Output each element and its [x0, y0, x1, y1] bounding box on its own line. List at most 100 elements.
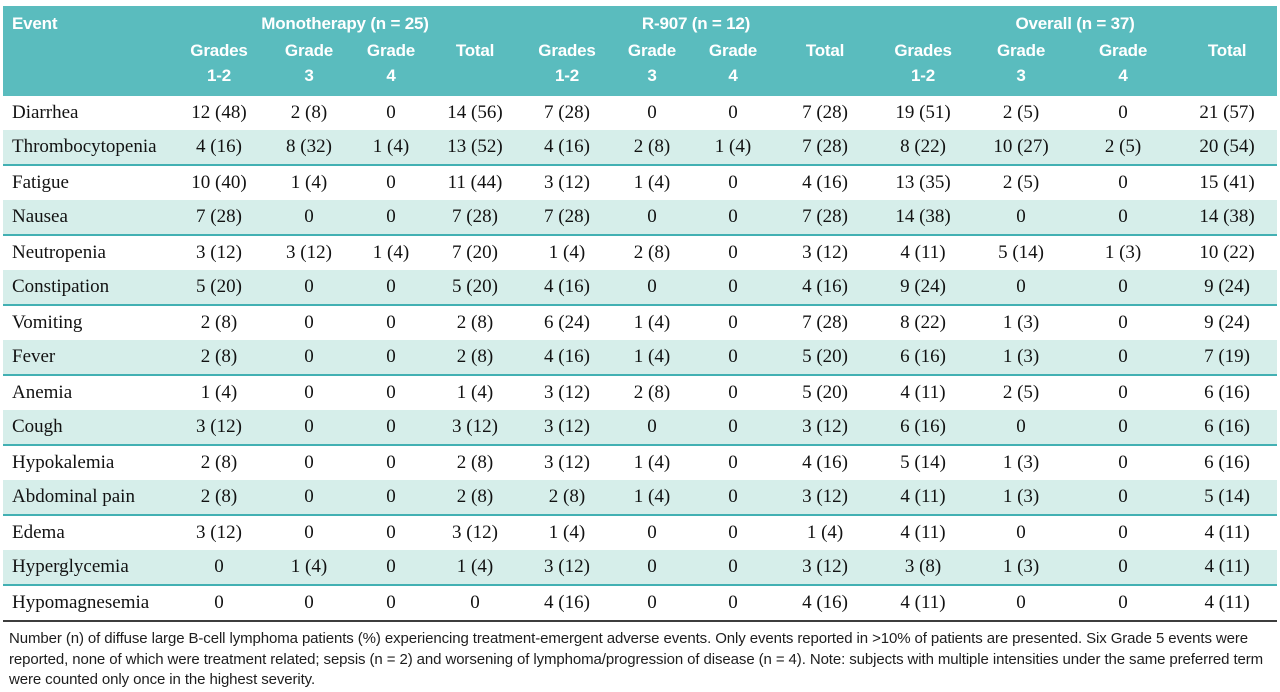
table-row: Thrombocytopenia 4 (16) 8 (32) 1 (4) 13 (52)…: [3, 130, 1278, 166]
value-cell: 3 (12): [171, 410, 267, 446]
column-header-r907-grades12: Grades 1-2: [519, 37, 615, 96]
value-cell: 0: [351, 550, 431, 586]
value-cell: 0: [386, 172, 396, 193]
value-cell: 3 (12): [452, 522, 498, 543]
value-cell: 1 (3): [1002, 452, 1040, 473]
value-cell: 0: [1069, 480, 1178, 516]
group-header-row: Event Monotherapy (n = 25) R-907 (n = 12…: [3, 6, 1278, 96]
value-cell: 0: [351, 585, 431, 622]
value-cell: 1 (4): [351, 130, 431, 166]
event-cell: Constipation: [3, 270, 171, 306]
value-cell: 0: [171, 585, 267, 622]
value-cell: 6 (16): [1204, 382, 1250, 403]
event-column-header: Event: [3, 6, 171, 96]
event-cell: Hyperglycemia: [3, 550, 171, 586]
value-cell: 0: [1069, 585, 1178, 622]
value-cell: 1 (4): [548, 242, 586, 263]
value-cell: 19 (51): [895, 102, 951, 123]
value-cell: 0: [1069, 410, 1178, 446]
group-header-monotherapy: Monotherapy (n = 25): [171, 6, 519, 37]
value-cell: 0: [1118, 382, 1128, 403]
value-cell: 14 (56): [447, 102, 503, 123]
value-cell: 1 (4): [267, 550, 351, 586]
column-header-overall-grade4: Grade 4: [1069, 37, 1178, 96]
value-cell: 0: [615, 585, 689, 622]
value-cell: 0: [728, 312, 738, 333]
value-cell: 0: [386, 382, 396, 403]
value-cell: 0: [689, 550, 777, 586]
value-cell: 0: [351, 270, 431, 306]
event-cell: Cough: [3, 410, 171, 446]
value-cell: 5 (20): [431, 270, 519, 306]
value-cell: 7 (28): [171, 200, 267, 236]
table-row: Anemia 1 (4) 0 0 1 (4) 3 (12) 2 (8) 0 5 (20) 4 (1…: [3, 375, 1277, 410]
value-cell: 0: [431, 585, 519, 622]
value-cell: 0: [689, 200, 777, 236]
value-cell: 0: [689, 480, 777, 516]
value-cell: 7 (28): [802, 312, 848, 333]
value-cell: 4 (11): [900, 382, 946, 403]
value-cell: 0: [351, 340, 431, 376]
value-cell: 1 (4): [456, 382, 494, 403]
value-cell: 2 (8): [633, 242, 671, 263]
value-cell: 1 (3): [1002, 312, 1040, 333]
value-cell: 9 (24): [873, 270, 974, 306]
column-header-r907-grade3: Grade 3: [615, 37, 689, 96]
value-cell: 5 (20): [171, 270, 267, 306]
event-cell: Abdominal pain: [3, 480, 171, 516]
value-cell: 0: [1118, 452, 1128, 473]
event-cell: Hypokalemia: [12, 452, 115, 473]
value-cell: 3 (12): [802, 242, 848, 263]
value-cell: 7 (19): [1177, 340, 1278, 376]
table-row: Neutropenia 3 (12) 3 (12) 1 (4) 7 (20) 1 (4) 2…: [3, 235, 1277, 270]
value-cell: 0: [1069, 270, 1178, 306]
value-cell: 0: [351, 410, 431, 446]
value-cell: 10 (40): [191, 172, 247, 193]
value-cell: 5 (14): [1177, 480, 1278, 516]
value-cell: 0: [351, 200, 431, 236]
value-cell: 7 (28): [544, 102, 590, 123]
table-body: Diarrhea 12 (48) 2 (8) 0 14 (56) 7 (28) 0 0 7 (2…: [3, 96, 1278, 622]
value-cell: 4 (16): [802, 452, 848, 473]
value-cell: 1 (3): [973, 550, 1070, 586]
table-row: Hypokalemia 2 (8) 0 0 2 (8) 3 (12) 1 (4) 0 4 (16…: [3, 445, 1277, 480]
value-cell: 1 (4): [633, 452, 671, 473]
value-cell: 4 (16): [802, 172, 848, 193]
table-row: Constipation 5 (20) 0 0 5 (20) 4 (16) 0 0 4 (16)…: [3, 270, 1278, 306]
value-cell: 3 (12): [286, 242, 332, 263]
value-cell: 0: [304, 522, 314, 543]
value-cell: 4 (16): [519, 340, 615, 376]
value-cell: 0: [615, 410, 689, 446]
value-cell: 4 (16): [519, 585, 615, 622]
table-header: Event Monotherapy (n = 25) R-907 (n = 12…: [3, 6, 1278, 96]
value-cell: 2 (8): [633, 382, 671, 403]
value-cell: 6 (16): [1177, 410, 1278, 446]
value-cell: 2 (8): [456, 312, 494, 333]
value-cell: 0: [386, 522, 396, 543]
group-header-r907: R-907 (n = 12): [519, 6, 874, 37]
value-cell: 5 (20): [802, 382, 848, 403]
value-cell: 1 (3): [1104, 242, 1142, 263]
value-cell: 0: [728, 172, 738, 193]
table-row: Vomiting 2 (8) 0 0 2 (8) 6 (24) 1 (4) 0 7 (28) 8 …: [3, 305, 1277, 340]
value-cell: 0: [647, 522, 657, 543]
value-cell: 9 (24): [1204, 312, 1250, 333]
value-cell: 0: [1118, 172, 1128, 193]
value-cell: 10 (27): [973, 130, 1070, 166]
value-cell: 0: [267, 585, 351, 622]
value-cell: 4 (11): [900, 242, 946, 263]
event-cell: Fever: [3, 340, 171, 376]
column-header-mono-grades12: Grades 1-2: [171, 37, 267, 96]
value-cell: 1 (4): [290, 172, 328, 193]
value-cell: 0: [171, 550, 267, 586]
value-cell: 2 (5): [1069, 130, 1178, 166]
value-cell: 1 (4): [806, 522, 844, 543]
value-cell: 3 (12): [196, 242, 242, 263]
value-cell: 0: [267, 340, 351, 376]
value-cell: 0: [1118, 522, 1128, 543]
value-cell: 0: [267, 480, 351, 516]
value-cell: 5 (14): [900, 452, 946, 473]
table-row: Fatigue 10 (40) 1 (4) 0 11 (44) 3 (12) 1 (4) 0 4…: [3, 165, 1277, 200]
value-cell: 2 (5): [1002, 382, 1040, 403]
value-cell: 3 (12): [777, 550, 874, 586]
